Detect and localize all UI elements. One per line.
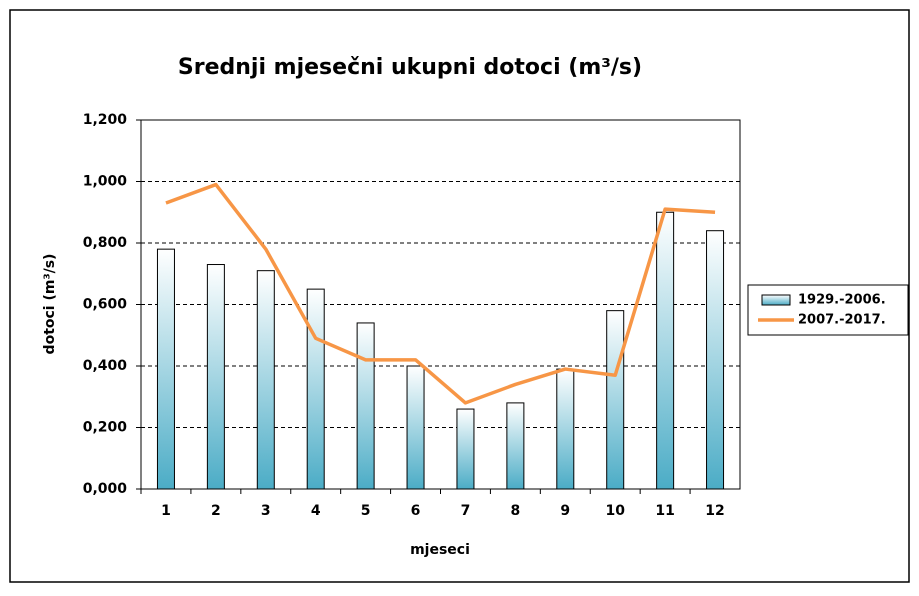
bar	[506, 402, 525, 490]
y-axis-label: dotoci (m³/s)	[42, 254, 58, 355]
y-tick-label: 0,800	[83, 235, 128, 251]
bar	[556, 368, 575, 490]
line	[165, 182, 716, 405]
y-tick-label: 1,200	[83, 112, 128, 128]
x-tick-label: 3	[261, 503, 271, 519]
bar	[156, 248, 175, 490]
x-tick-label: 9	[560, 503, 570, 519]
bar	[706, 230, 725, 490]
legend-swatch	[761, 294, 791, 306]
legend-box	[747, 284, 909, 336]
bar	[206, 264, 225, 490]
x-tick-label: 12	[705, 503, 724, 519]
plot-area	[140, 119, 741, 490]
x-tick-label: 5	[361, 503, 371, 519]
y-tick-label: 0,600	[83, 297, 128, 313]
bar	[656, 211, 675, 490]
x-tick-label: 2	[211, 503, 221, 519]
bar	[606, 310, 625, 490]
x-tick-label: 8	[511, 503, 521, 519]
x-tick-label: 11	[655, 503, 674, 519]
bar	[356, 322, 375, 490]
x-tick-label: 6	[411, 503, 421, 519]
bar	[306, 288, 325, 490]
bar	[256, 270, 275, 490]
x-tick-label: 1	[161, 503, 171, 519]
x-axis-label: mjeseci	[410, 542, 470, 558]
y-tick-label: 0,000	[83, 481, 128, 497]
x-tick-label: 7	[461, 503, 471, 519]
bar	[406, 365, 425, 490]
y-tick-label: 0,400	[83, 358, 128, 374]
legend-label: 1929.-2006.	[798, 293, 886, 308]
x-tick-label: 10	[605, 503, 625, 519]
y-tick-label: 1,000	[83, 174, 128, 190]
y-tick-label: 0,200	[83, 420, 128, 436]
legend-label: 2007.-2017.	[798, 313, 886, 328]
chart-title: Srednji mjesečni ukupni dotoci (m³/s)	[178, 55, 642, 80]
bar	[456, 408, 475, 490]
x-tick-label: 4	[311, 503, 321, 519]
